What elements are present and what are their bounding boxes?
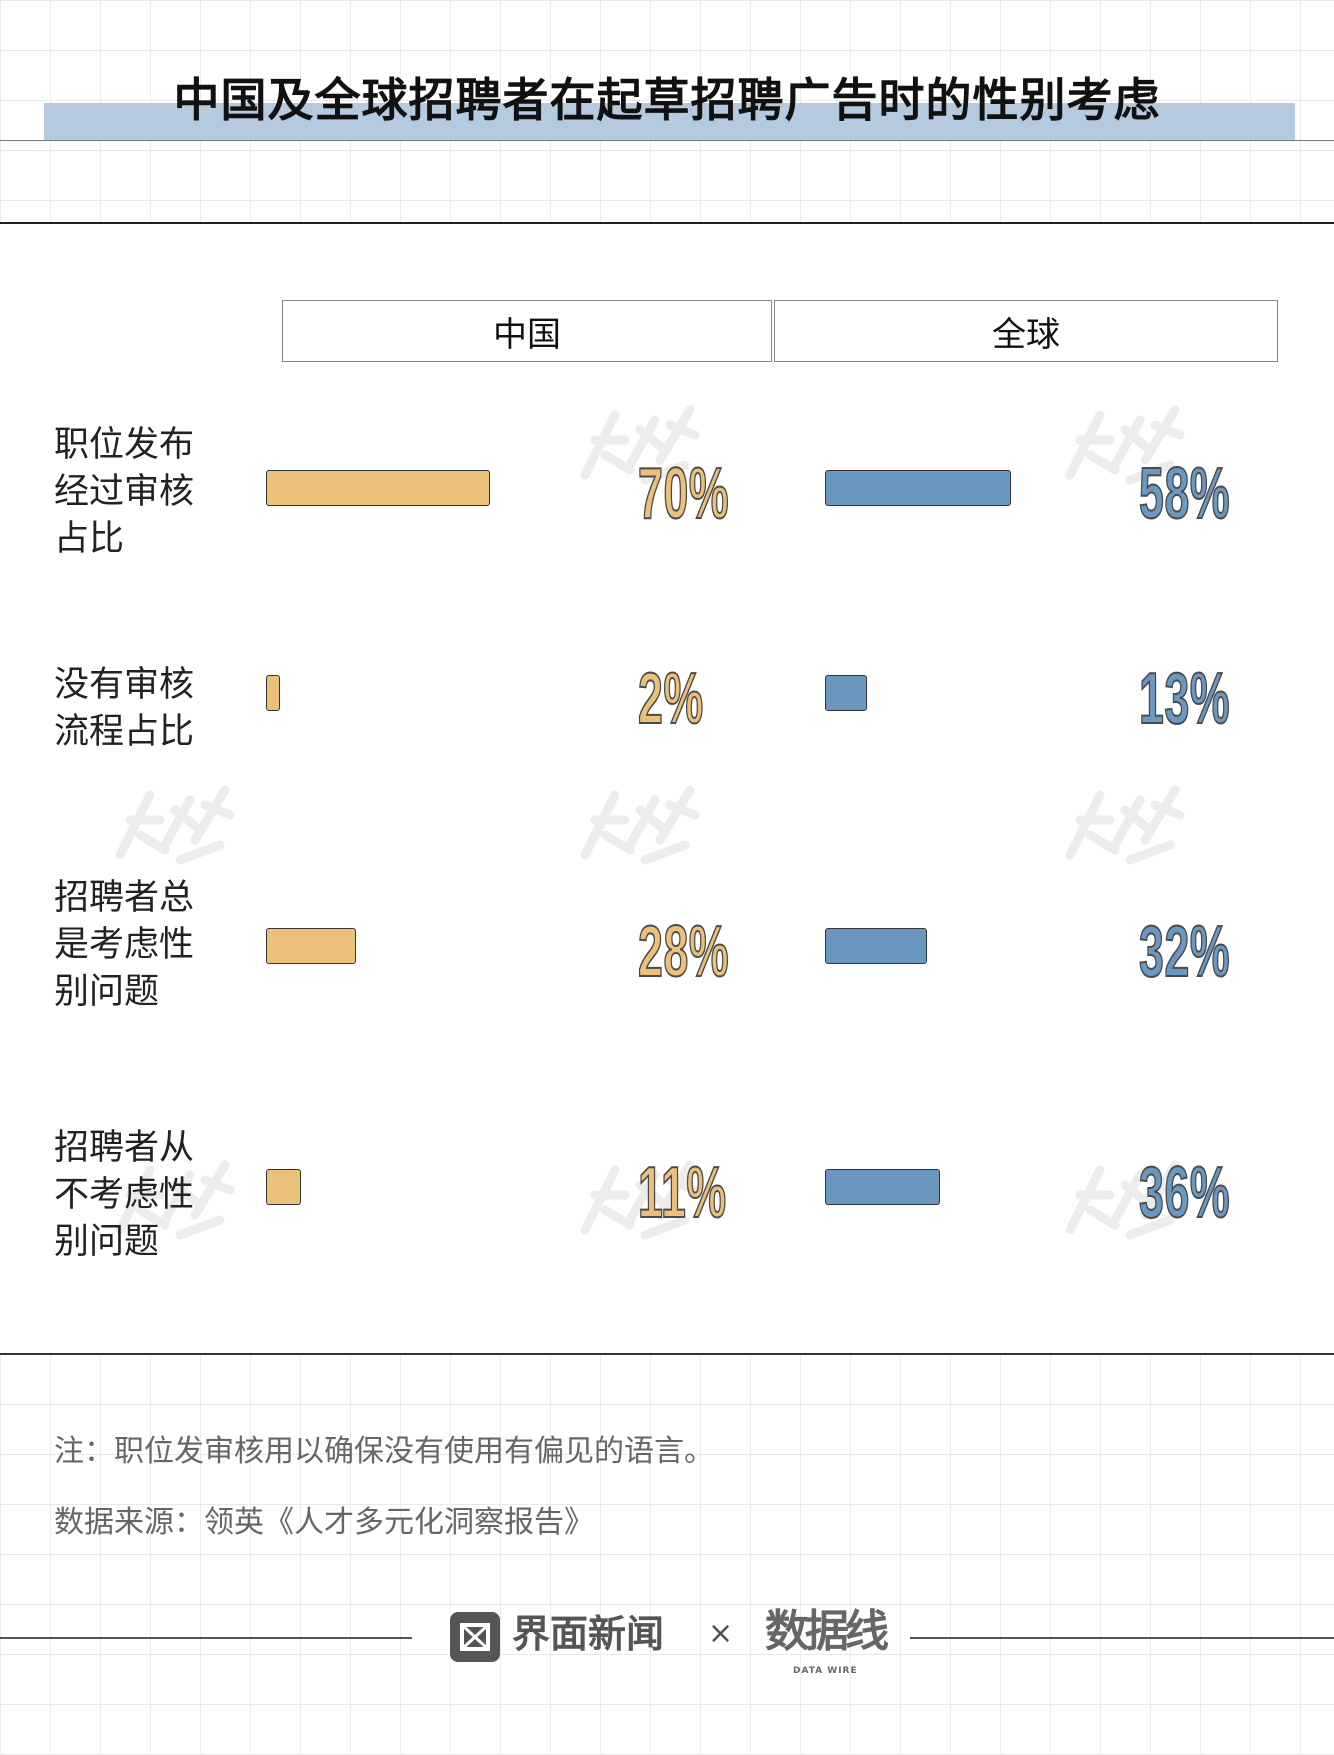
title-highlight [44, 103, 1295, 140]
bar-global [825, 470, 1011, 506]
row-label-line: 不考虑性 [54, 1175, 195, 1215]
watermark-logo-icon [1065, 1160, 1185, 1240]
bar-china [266, 928, 356, 964]
watermark-stroke [580, 1160, 700, 1240]
source-text: 数据来源：领英《人才多元化洞察报告》 [54, 1505, 594, 1540]
value-label-china: 70% [637, 454, 730, 534]
bar-china [266, 470, 490, 506]
header-divider [0, 222, 1334, 224]
row-label-line: 没有审核 [54, 665, 195, 705]
value-label-china: 2% [637, 659, 704, 739]
watermark-logo-icon [1065, 405, 1185, 485]
footer-line-right [910, 1637, 1334, 1639]
page-title: 中国及全球招聘者在起草招聘广告时的性别考虑 [173, 73, 1161, 127]
bar-global [825, 928, 928, 964]
watermark-logo-icon [115, 785, 235, 865]
value-label-global: 32% [1138, 912, 1231, 992]
row-label-line: 占比 [54, 519, 125, 559]
watermark-stroke [1065, 405, 1185, 485]
value-label-global: 13% [1138, 659, 1231, 739]
grid-background-bottom [0, 1354, 1334, 1755]
watermark-stroke [580, 785, 700, 865]
title-underline [0, 140, 1334, 141]
jiemian-logo-glyph-icon [460, 1623, 490, 1651]
value-label-global: 36% [1138, 1153, 1231, 1233]
watermark-logo-icon [580, 405, 700, 485]
watermark-logo-icon [115, 1160, 235, 1240]
note-text: 注：职位发审核用以确保没有使用有偏见的语言。 [54, 1434, 714, 1469]
row-label-line: 招聘者总 [54, 878, 195, 918]
column-header-china-label: 中国 [493, 314, 561, 355]
watermark-logo-icon [1065, 785, 1185, 865]
times-sign: × [708, 1616, 734, 1651]
watermark-stroke [1065, 1160, 1185, 1240]
jiemian-logo-icon [450, 1612, 500, 1662]
row-label-line: 是考虑性 [54, 925, 195, 965]
row-label-line: 职位发布 [54, 425, 195, 465]
row-label-line: 别问题 [54, 972, 160, 1012]
value-label-global: 58% [1138, 454, 1231, 534]
column-header-global: 全球 [774, 300, 1278, 362]
bar-china [266, 675, 280, 711]
bar-china [266, 1169, 302, 1205]
value-label-china: 11% [637, 1153, 727, 1233]
watermark-logo-icon [580, 785, 700, 865]
bar-global [825, 675, 867, 711]
row-label: 招聘者从不考虑性别问题 [54, 1125, 224, 1266]
row-label: 没有审核 流程占比 [54, 662, 224, 756]
watermark-stroke [115, 785, 235, 865]
row-label: 职位发布经过审核占比 [54, 422, 224, 563]
watermark-stroke [580, 405, 700, 485]
watermark-stroke [1065, 785, 1185, 865]
footer-divider [0, 1353, 1334, 1355]
row-label-line: 别问题 [54, 1222, 160, 1262]
footer-logos: 界面新闻 × 数据线 DATA WIRE [0, 1604, 1334, 1684]
brand-datawire-logo: 数据线 [765, 1606, 889, 1657]
brand-jiemian: 界面新闻 [512, 1612, 665, 1656]
brand-datawire-sub: DATA WIRE [793, 1666, 858, 1676]
footer-line-left [0, 1637, 412, 1639]
row-label-line: 经过审核 [54, 472, 195, 512]
row-label-line: 流程占比 [54, 712, 195, 752]
value-label-china: 28% [637, 912, 730, 992]
bar-global [825, 1169, 941, 1205]
row-label-line: 招聘者从 [54, 1128, 195, 1168]
watermark-stroke [115, 1160, 235, 1240]
watermark-logo-icon [580, 1160, 700, 1240]
column-header-global-label: 全球 [992, 314, 1060, 355]
column-header-china: 中国 [282, 300, 772, 362]
row-label: 招聘者总是考虑性别问题 [54, 875, 224, 1016]
